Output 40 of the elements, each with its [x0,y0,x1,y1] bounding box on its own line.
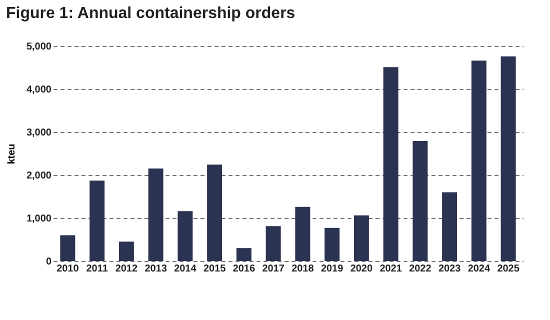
bar [442,192,458,261]
x-tick-label: 2019 [320,264,344,274]
x-tick-label: 2018 [292,264,314,274]
bar [354,215,369,261]
bar [324,228,340,261]
x-tick-label: 2024 [468,264,490,274]
y-tick-label: 5,000 [26,42,52,52]
x-tick-label: 2020 [350,264,373,274]
x-tick-label: 2015 [203,264,226,274]
bar [383,67,398,261]
x-tick-label: 2022 [409,264,432,274]
x-tick-label: 2012 [115,264,138,274]
bar [412,141,428,261]
y-tick-label: 2,000 [26,170,52,182]
bar [90,180,105,261]
x-tick-label: 2013 [144,264,168,274]
y-tick-label: 4,000 [26,84,52,96]
x-tick-label: 2017 [262,264,285,274]
bar [471,60,486,261]
x-tick-label: 2014 [174,264,197,274]
bar [295,206,310,261]
x-tick-label: 2021 [380,264,402,274]
y-tick-label: 3,000 [26,128,52,138]
bar [500,56,516,261]
y-tick-label: 0 [46,256,52,268]
bar [118,242,134,261]
chart-title: Figure 1: Annual containership orders [6,5,296,22]
bar [148,168,164,261]
x-tick-label: 2016 [232,264,256,274]
x-tick-label: 2011 [86,264,108,274]
x-tick-label: 2023 [438,264,462,274]
y-tick-label: 1,000 [26,214,52,224]
bar [266,226,281,261]
bar [60,235,76,261]
bar [236,248,252,261]
y-axis-title: kteu [6,144,18,164]
bar [178,211,193,261]
bar [207,164,222,261]
x-tick-label: 2025 [497,264,520,274]
x-tick-label: 2010 [56,264,80,274]
